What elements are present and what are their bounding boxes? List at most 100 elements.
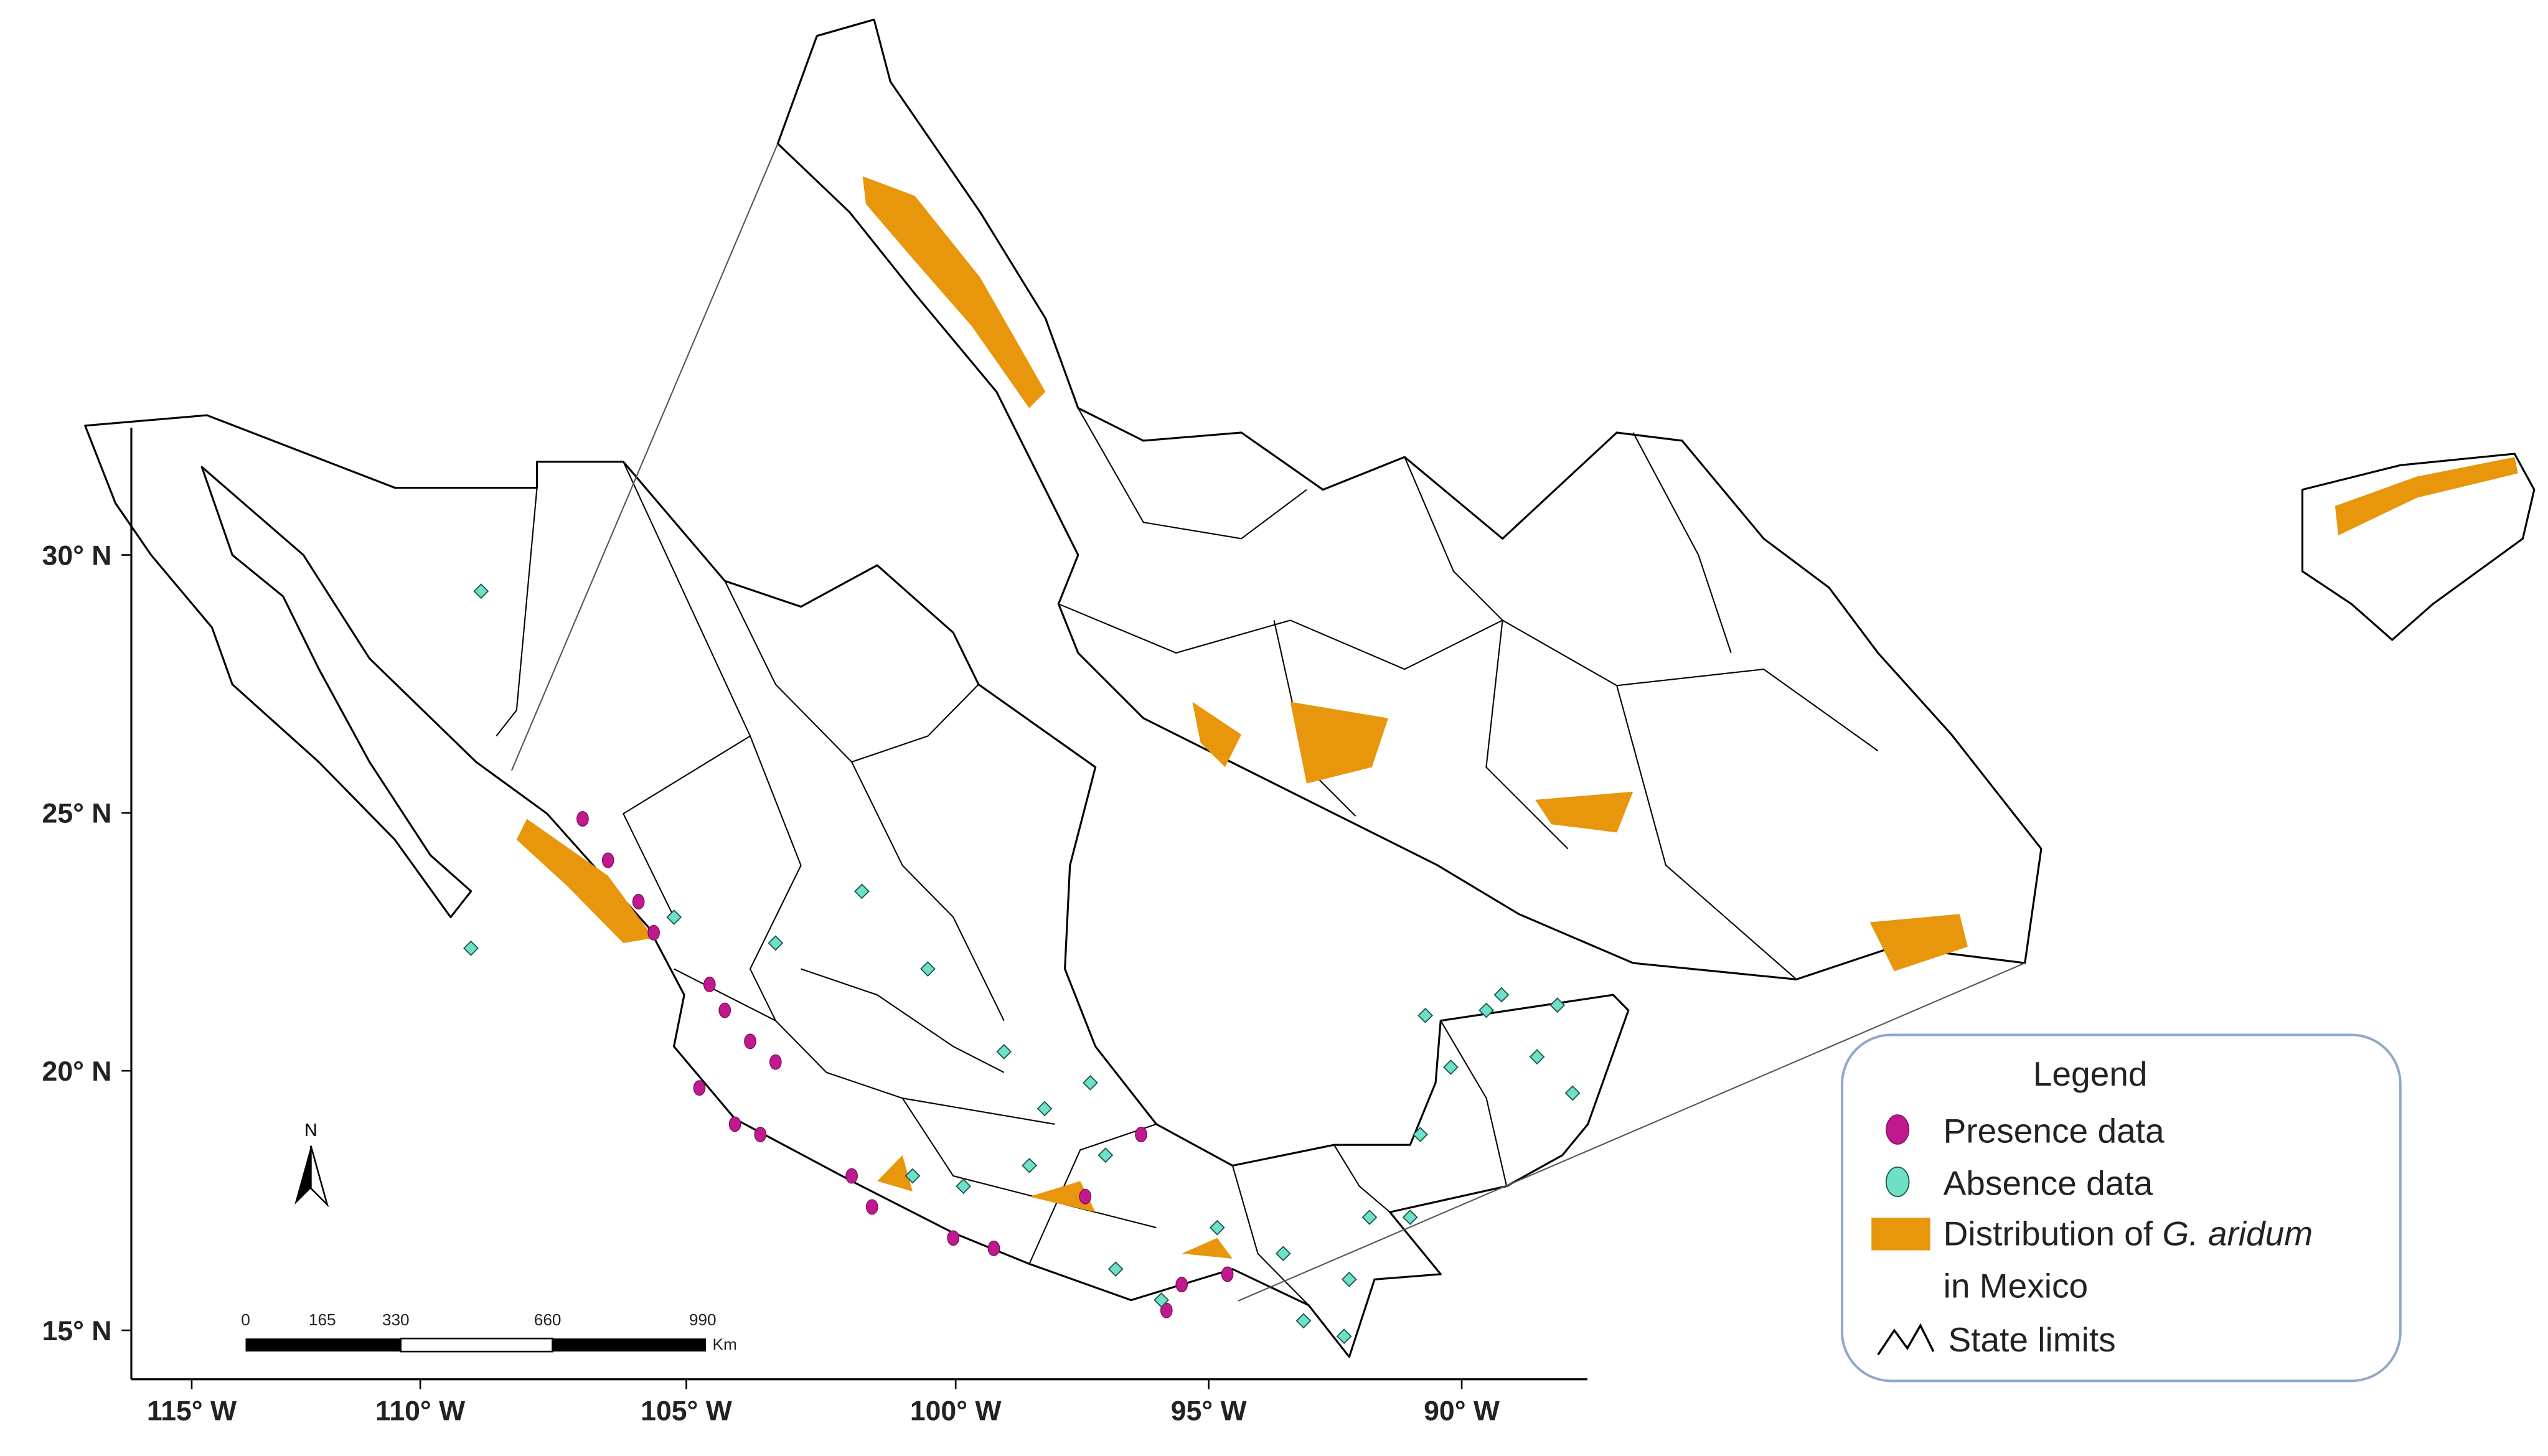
state-boundary xyxy=(801,968,1005,1073)
longitude-label: 110° W xyxy=(375,1396,466,1426)
absence-marker xyxy=(1564,1085,1581,1101)
latitude-label: 15° N xyxy=(42,1316,112,1346)
state-boundary xyxy=(496,487,538,736)
absence-marker xyxy=(1098,1147,1114,1163)
arrow-half xyxy=(310,1145,329,1208)
absence-marker xyxy=(1529,1049,1545,1065)
presence-marker xyxy=(987,1240,1000,1256)
state-boundary xyxy=(851,761,1005,1022)
absence-marker xyxy=(1107,1261,1124,1277)
legend-text: Distribution of xyxy=(1944,1214,2163,1253)
presence-marker xyxy=(601,852,614,868)
latitude-label: 30° N xyxy=(42,540,112,571)
legend-presence-symbol xyxy=(1886,1114,1910,1145)
distribution-area xyxy=(1290,702,1389,784)
state-boundary xyxy=(1028,1123,1157,1264)
absence-marker xyxy=(1037,1101,1053,1117)
north-label: N xyxy=(304,1120,317,1140)
absence-marker xyxy=(1209,1219,1225,1236)
legend-label: Distribution of G. aridum xyxy=(1944,1214,2313,1253)
latitude-label: 20° N xyxy=(42,1056,112,1087)
presence-marker xyxy=(865,1199,878,1215)
distribution-area xyxy=(862,176,1046,408)
presence-marker xyxy=(703,977,716,992)
state-boundary xyxy=(1058,603,1879,752)
scale-segment xyxy=(400,1337,553,1353)
scale-label: 330 xyxy=(382,1310,410,1329)
absence-marker xyxy=(1083,1074,1098,1091)
presence-marker xyxy=(632,894,645,909)
legend-label: in Mexico xyxy=(1944,1267,2089,1305)
state-boundary xyxy=(1616,685,1797,980)
absence-marker xyxy=(1417,1007,1434,1023)
absence-marker xyxy=(1478,1002,1494,1018)
longitude-label: 90° W xyxy=(1424,1396,1500,1426)
state-boundary xyxy=(1632,432,1732,654)
absence-marker xyxy=(768,935,784,951)
legend-title: Legend xyxy=(2033,1054,2148,1093)
absence-marker xyxy=(463,940,479,956)
legend: Legend Presence data Absence data Distri… xyxy=(1841,1033,2402,1383)
absence-marker xyxy=(920,961,936,977)
absence-marker xyxy=(1275,1246,1291,1262)
presence-marker xyxy=(769,1054,782,1070)
presence-marker xyxy=(576,811,589,827)
scale-unit: Km xyxy=(712,1335,736,1354)
distribution-area xyxy=(516,819,654,944)
zoom-region xyxy=(776,18,2043,980)
scale-label: 660 xyxy=(534,1310,562,1329)
legend-label: Presence data xyxy=(1944,1112,2165,1150)
presence-marker xyxy=(728,1116,741,1132)
presence-marker xyxy=(1135,1127,1147,1142)
state-boundary xyxy=(622,461,751,918)
longitude-label: 105° W xyxy=(641,1396,733,1426)
zoom-connector xyxy=(510,143,779,771)
absence-marker xyxy=(1154,1292,1170,1308)
absence-marker xyxy=(1402,1209,1418,1225)
arrow-half xyxy=(294,1145,311,1205)
legend-state-symbol xyxy=(1877,1323,1935,1356)
absence-marker xyxy=(996,1044,1012,1059)
presence-marker xyxy=(1175,1277,1188,1293)
absence-marker xyxy=(1336,1328,1352,1345)
presence-marker xyxy=(718,1002,731,1018)
scale-segment xyxy=(552,1338,706,1352)
legend-label: State limits xyxy=(1948,1320,2115,1359)
state-boundary xyxy=(1404,456,1503,621)
distribution-area xyxy=(1192,702,1242,768)
latitude-label: 25° N xyxy=(42,799,112,829)
zoom-connector xyxy=(1238,962,2026,1302)
absence-marker xyxy=(1549,997,1566,1013)
presence-marker xyxy=(754,1127,767,1142)
absence-marker xyxy=(666,909,682,925)
state-boundary xyxy=(749,735,802,1022)
distribution-area xyxy=(2334,457,2518,536)
absence-marker xyxy=(1413,1127,1428,1142)
presence-marker xyxy=(845,1168,858,1184)
absence-marker xyxy=(1295,1313,1312,1329)
scale-segment xyxy=(245,1338,401,1352)
longitude-label: 100° W xyxy=(910,1396,1002,1426)
legend-distribution-symbol xyxy=(1871,1218,1930,1251)
base-map xyxy=(84,18,2536,1358)
state-boundary xyxy=(1440,1020,1508,1186)
state-boundary xyxy=(1333,1144,1391,1213)
absence-marker xyxy=(1493,987,1510,1003)
country-outline xyxy=(84,414,1630,1358)
absence-marker xyxy=(473,583,489,599)
longitude-label: 95° W xyxy=(1171,1396,1248,1426)
presence-marker xyxy=(947,1230,960,1246)
distribution-area xyxy=(1029,1181,1096,1213)
state-boundary xyxy=(1231,1165,1309,1306)
state-boundary xyxy=(1077,408,1307,540)
scale-label: 990 xyxy=(689,1310,717,1329)
presence-marker xyxy=(693,1080,706,1096)
absence-marker xyxy=(1022,1157,1037,1173)
distribution-area xyxy=(1182,1238,1233,1259)
absence-marker xyxy=(1443,1059,1459,1075)
scale-bar: 0 165 330 660 990 Km xyxy=(241,1310,737,1353)
absence-marker xyxy=(1341,1271,1357,1287)
state-boundary xyxy=(1485,620,1569,850)
absence-marker xyxy=(956,1178,971,1195)
